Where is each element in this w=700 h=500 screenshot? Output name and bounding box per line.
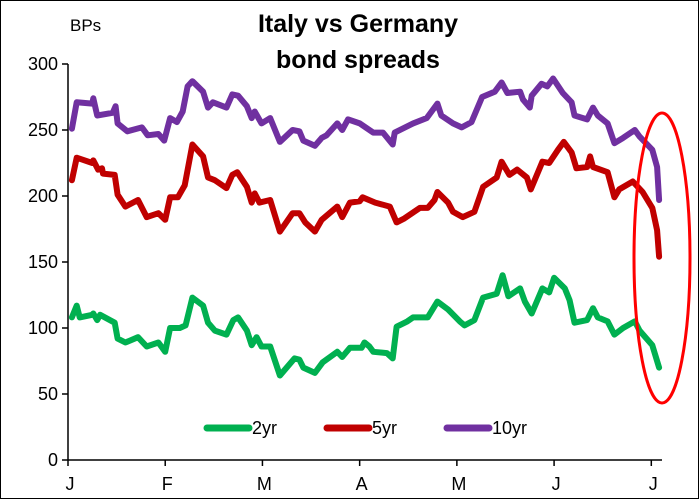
- y-tick-label: 50: [38, 384, 58, 404]
- y-tick-label: 0: [48, 450, 58, 470]
- x-tick-label: J: [66, 474, 75, 494]
- series-line-5yr: [68, 138, 663, 260]
- series-lines: [68, 75, 663, 379]
- y-tick-label: 300: [28, 54, 58, 74]
- x-tick-label: M: [451, 474, 466, 494]
- x-tick-label: J: [649, 474, 658, 494]
- chart-title-line-2: bond spreads: [276, 46, 440, 74]
- x-tick-label: F: [162, 474, 173, 494]
- legend-label-2yr: 2yr: [252, 418, 277, 438]
- y-tick-label: 200: [28, 186, 58, 206]
- y-axis-unit-label: BPs: [70, 16, 101, 35]
- legend-label-5yr: 5yr: [372, 418, 397, 438]
- series-line-2yr: [68, 272, 663, 379]
- series-line-10yr: [68, 75, 663, 203]
- x-tick-label: M: [257, 474, 272, 494]
- y-tick-label: 100: [28, 318, 58, 338]
- chart-title-line-1: Italy vs Germany: [258, 10, 458, 38]
- y-tick-label: 250: [28, 120, 58, 140]
- x-tick-label: A: [356, 474, 368, 494]
- y-tick-label: 150: [28, 252, 58, 272]
- legend: 2yr 5yr 10yr: [203, 418, 527, 438]
- legend-label-10yr: 10yr: [492, 418, 527, 438]
- x-tick-label: J: [552, 474, 561, 494]
- highlight-ellipse: [632, 111, 692, 405]
- axes: 0 50 100 150 200 250 300 J F M A M J J: [28, 54, 662, 494]
